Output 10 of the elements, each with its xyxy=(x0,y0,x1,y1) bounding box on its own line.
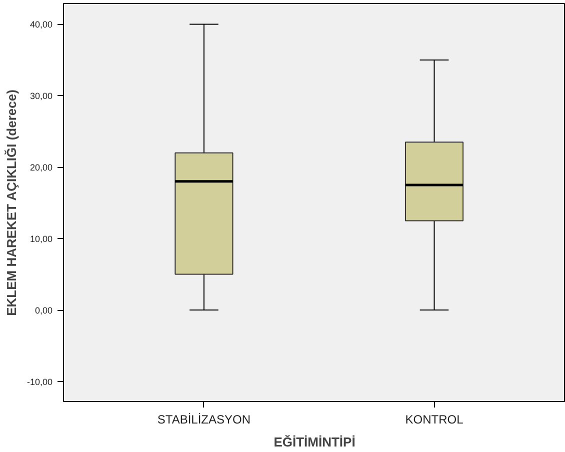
y-tick-label: 10,00 xyxy=(30,234,53,244)
y-axis-title: EKLEM HAREKET AÇIKLIĞI (derece) xyxy=(4,90,19,316)
x-tick-label: KONTROL xyxy=(405,412,464,426)
y-tick-label: 30,00 xyxy=(30,91,53,102)
x-axis-title: EĞİTİMİNTİPİ xyxy=(274,434,356,450)
y-tick-label: -10,00 xyxy=(26,376,53,387)
x-tick-label: STABİLİZASYON xyxy=(157,412,251,426)
y-tick-label: 40,00 xyxy=(30,20,53,30)
y-tick-label: 0,00 xyxy=(34,306,53,316)
y-tick-label: 20,00 xyxy=(30,162,53,173)
